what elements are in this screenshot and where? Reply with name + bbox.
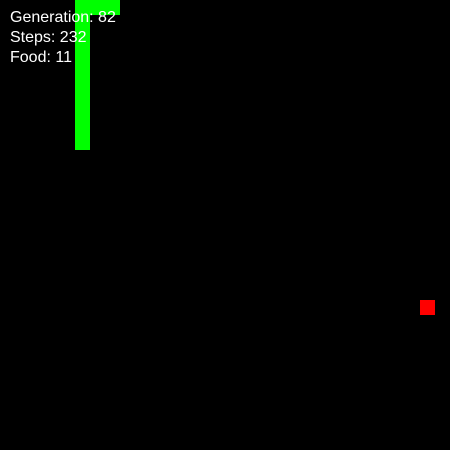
food-counter: Food: 11	[10, 49, 72, 66]
food-pellet	[420, 300, 435, 315]
hud-panel: Generation: 82 Steps: 232 Food: 11	[10, 8, 116, 68]
generation-counter: Generation: 82	[10, 9, 116, 26]
snake-segment	[75, 0, 90, 150]
steps-counter: Steps: 232	[10, 29, 87, 46]
